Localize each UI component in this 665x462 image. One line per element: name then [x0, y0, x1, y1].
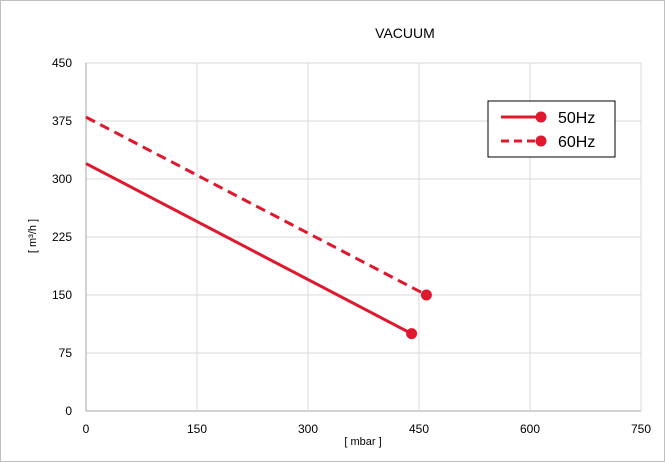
data-point-50Hz	[406, 328, 418, 340]
legend-label-60Hz: 60Hz	[558, 134, 595, 151]
x-tick-label: 450	[409, 422, 429, 436]
x-axis-ticks: 0 150 300 450 600 750	[83, 422, 652, 436]
chart-title: VACUUM	[375, 25, 435, 41]
legend-marker-60Hz	[535, 135, 547, 147]
series-lines	[85, 115, 432, 340]
y-axis-ticks: 0 75 150 225 300 375 450	[52, 56, 72, 418]
y-tick-label: 225	[52, 230, 72, 244]
x-tick-label: 750	[631, 422, 651, 436]
y-tick-label: 0	[65, 404, 72, 418]
x-tick-label: 150	[187, 422, 207, 436]
y-tick-label: 300	[52, 172, 72, 186]
x-tick-label: 300	[298, 422, 318, 436]
legend: 50Hz 60Hz	[487, 100, 616, 158]
series-line-50Hz	[85, 162, 413, 335]
y-tick-label: 450	[52, 56, 72, 70]
y-axis-label: [ m³/h ]	[27, 219, 39, 253]
x-axis-label: [ mbar ]	[344, 436, 381, 448]
x-tick-label: 0	[83, 422, 90, 436]
series-line-60Hz	[85, 115, 428, 297]
x-tick-label: 600	[520, 422, 540, 436]
legend-marker-50Hz	[535, 111, 547, 123]
y-tick-label: 75	[59, 346, 73, 360]
legend-box	[487, 100, 616, 158]
y-tick-label: 375	[52, 114, 72, 128]
data-point-60Hz	[420, 289, 432, 301]
y-tick-label: 150	[52, 288, 72, 302]
legend-label-50Hz: 50Hz	[558, 110, 595, 127]
